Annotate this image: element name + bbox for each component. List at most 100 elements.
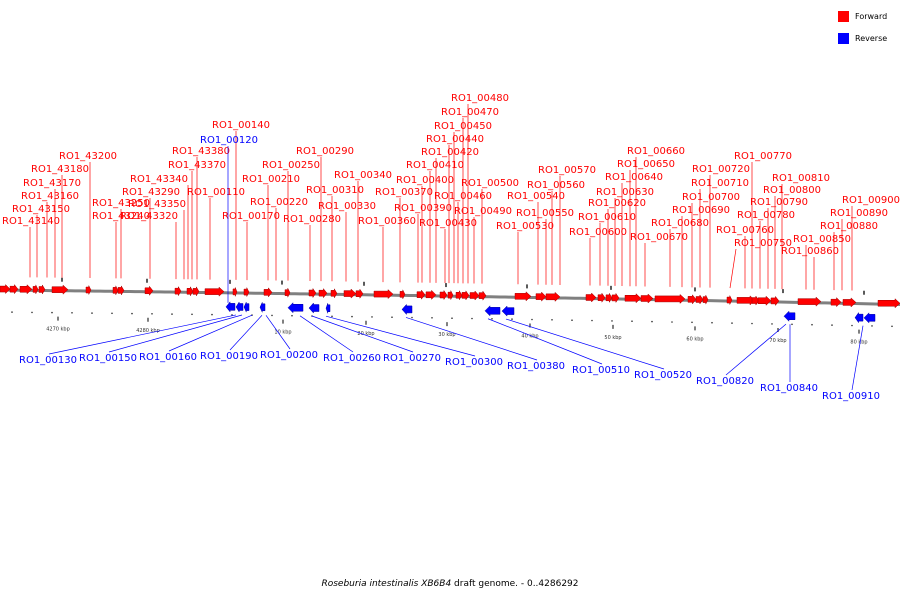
- legend-reverse: Reverse: [838, 31, 898, 45]
- forward-gene-label: RO1_43140: [2, 216, 60, 227]
- minor-mark: [411, 316, 413, 319]
- forward-gene-label: RO1_00550: [516, 208, 574, 219]
- forward-gene-arrow: [373, 289, 394, 300]
- forward-gene-label: RO1_00570: [538, 165, 596, 176]
- forward-gene-arrow: [597, 292, 606, 303]
- forward-gene-arrow: [343, 288, 357, 299]
- forward-gene-arrow: [263, 287, 273, 298]
- forward-gene-label: RO1_43250: [92, 198, 150, 209]
- forward-gene-arrow: [751, 295, 760, 306]
- forward-gene-label: RO1_00690: [672, 205, 730, 216]
- forward-gene-label: RO1_00860: [781, 246, 839, 257]
- forward-gene-label: RO1_43340: [130, 174, 188, 185]
- forward-gene-label: RO1_00760: [716, 225, 774, 236]
- reverse-gene-label: RO1_00130: [19, 355, 77, 366]
- reverse-gene-label: RO1_00200: [260, 350, 318, 361]
- forward-gene-arrow: [38, 284, 46, 295]
- forward-gene-label: RO1_00540: [507, 191, 565, 202]
- minor-mark: [691, 321, 693, 324]
- forward-gene-arrow: [243, 287, 250, 297]
- axis-tick-label: 40 kbp: [521, 333, 538, 339]
- minor-mark: [851, 324, 853, 327]
- forward-gene-arrow: [192, 285, 200, 297]
- forward-gene-label: RO1_00360: [358, 216, 416, 227]
- minor-mark: [711, 321, 713, 324]
- forward-gene-arrow: [447, 290, 454, 300]
- reverse-gene-arrow: [308, 302, 320, 314]
- forward-gene-arrow: [611, 292, 620, 304]
- minor-mark: [751, 322, 753, 325]
- forward-gene-label: RO1_43380: [172, 146, 230, 157]
- forward-gene-label: RO1_00780: [737, 210, 795, 221]
- reverse-leader-line: [108, 314, 243, 353]
- reverse-leader-line: [505, 318, 665, 370]
- forward-gene-arrow: [605, 292, 613, 304]
- forward-gene-arrow: [204, 286, 225, 297]
- forward-gene-label: RO1_00470: [441, 107, 499, 118]
- minor-mark: [531, 318, 533, 321]
- minor-mark: [431, 317, 433, 319]
- forward-gene-arrow: [624, 293, 642, 304]
- forward-gene-arrow: [174, 285, 182, 297]
- forward-gene-arrow: [842, 297, 857, 308]
- minor-mark: [891, 325, 893, 328]
- forward-gene-label: RO1_43160: [21, 191, 79, 202]
- reverse-leader-line: [48, 314, 237, 355]
- minor-mark: [771, 323, 773, 325]
- reverse-gene-arrow: [235, 301, 244, 313]
- axis-tick-label: 50 kbp: [604, 335, 621, 341]
- reverse-genes-track: [225, 301, 876, 324]
- axis-tick-label: 4270 kbp: [46, 327, 70, 333]
- forward-gene-arrow: [32, 284, 39, 295]
- forward-gene-label: RO1_00650: [617, 159, 675, 170]
- forward-gene-arrow: [425, 289, 437, 300]
- forward-gene-arrow: [469, 290, 480, 301]
- forward-gene-arrow: [112, 285, 119, 295]
- reverse-gene-label: RO1_00190: [200, 351, 258, 362]
- forward-gene-arrow: [439, 289, 448, 301]
- reverse-gene-label: RO1_00510: [572, 365, 630, 376]
- reverse-gene-label: RO1_00270: [383, 353, 441, 364]
- forward-gene-arrow: [797, 296, 822, 307]
- forward-genes-track: [0, 283, 900, 309]
- minor-mark: [351, 315, 353, 318]
- minor-mark: [191, 313, 193, 316]
- forward-gene-label: RO1_00310: [306, 185, 364, 196]
- reverse-gene-arrow: [863, 312, 876, 324]
- forward-gene-label: RO1_00290: [296, 146, 354, 157]
- forward-gene-label: RO1_00890: [830, 208, 888, 219]
- minor-mark: [871, 325, 873, 327]
- reverse-gene-label: RO1_00380: [507, 361, 565, 372]
- minor-mark: [211, 313, 213, 316]
- minor-mark: [791, 323, 793, 326]
- forward-gene-arrow: [318, 287, 328, 299]
- axis-tick-label: 10 kbp: [274, 330, 291, 336]
- forward-gene-arrow: [545, 291, 561, 302]
- forward-gene-arrow: [144, 285, 154, 296]
- forward-gene-arrow: [726, 295, 733, 305]
- axis-tick-label: 20 kbp: [357, 331, 374, 337]
- minor-mark: [331, 315, 333, 318]
- minor-mark: [491, 318, 493, 320]
- reverse-leader-line: [325, 315, 476, 357]
- forward-gene-arrow: [640, 293, 654, 304]
- minor-mark: [511, 318, 513, 320]
- forward-gene-label: RO1_00660: [627, 146, 685, 157]
- minor-mark: [571, 319, 573, 322]
- forward-gene-label: RO1_43290: [122, 187, 180, 198]
- forward-gene-label: RO1_00430: [419, 218, 477, 229]
- minor-mark: [551, 319, 553, 321]
- forward-gene-label: RO1_00720: [692, 164, 750, 175]
- axis-tick-label: 70 kbp: [769, 338, 786, 344]
- reverse-gene-arrow: [783, 310, 796, 322]
- forward-gene-arrow: [757, 295, 772, 306]
- forward-gene-arrow: [330, 287, 338, 299]
- minor-mark: [231, 314, 233, 316]
- forward-gene-label: RO1_00620: [588, 198, 646, 209]
- forward-gene-arrow: [0, 283, 11, 295]
- forward-gene-label: RO1_00880: [820, 221, 878, 232]
- reverse-gene-label: RO1_00300: [445, 357, 503, 368]
- forward-swatch: [838, 10, 849, 22]
- forward-gene-label: RO1_00410: [406, 160, 464, 171]
